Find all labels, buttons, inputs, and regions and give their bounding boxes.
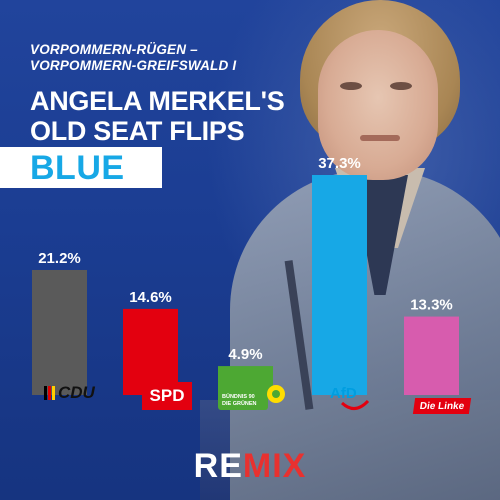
value-label-spd: 14.6% [129,289,172,306]
bar-afd [312,175,367,395]
afd-logo: AfD [330,385,378,411]
afd-logo-text: AfD [330,385,357,402]
die-linke-logo: Die Linke [412,398,472,414]
cdu-logo-text: CDU [58,383,95,402]
speaker-right-eye [390,82,412,90]
spd-logo: SPD [142,382,192,410]
greens-logo-line1: BÜNDNIS 90 [222,393,255,400]
bar-cdu [32,269,87,395]
cdu-logo: CDU [44,382,116,404]
spd-logo-text: SPD [149,386,185,405]
value-label-grüne: 4.9% [228,346,262,363]
bar-spd [123,308,178,395]
value-label-die-linke: 13.3% [410,297,453,314]
sunflower-icon: BÜNDNIS 90 DIE GRÜNEN [218,380,285,410]
highlight-word: BLUE [30,149,125,187]
highlight-banner [0,147,162,188]
value-label-cdu: 21.2% [38,250,81,267]
die-linke-logo-text: Die Linke [418,400,466,412]
value-label-afd: 37.3% [318,155,361,172]
cdu-flag-icon [44,386,56,400]
brand-mix: MIX [242,447,307,485]
bar-die-linke [404,316,459,395]
greens-logo: BÜNDNIS 90 DIE GRÜNEN [218,376,290,412]
greens-logo-line2: DIE GRÜNEN [222,400,257,407]
brand-re: RE [193,447,243,485]
speaker-mouth [360,135,400,141]
speaker-left-eye [340,82,362,90]
constituency-subheading: VORPOMMERN-RÜGEN – VORPOMMERN-GREIFSWALD… [30,42,237,73]
afd-swoosh-icon [340,399,370,410]
remix-brand-logo: REMIX [0,447,500,486]
speaker-face [318,30,438,180]
headline-title: ANGELA MERKEL'S OLD SEAT FLIPS [30,86,285,146]
